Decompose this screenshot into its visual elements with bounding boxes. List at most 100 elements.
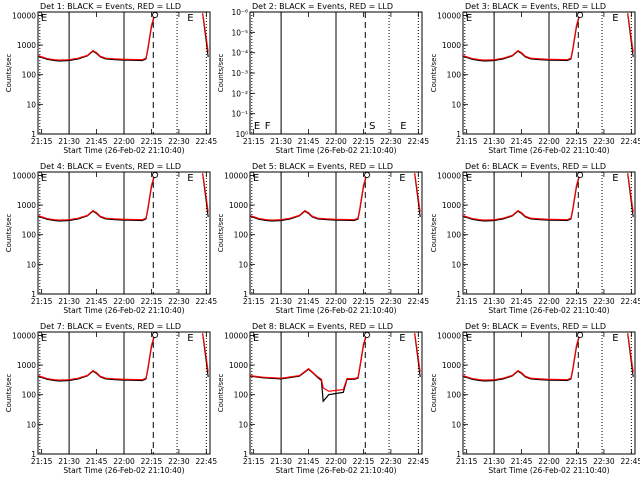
panel-det-4: Det 4: BLACK = Events, RED = LLD 21:15 21:… [5, 162, 217, 315]
event-circle-marker [364, 171, 371, 179]
lld-series-tail [202, 172, 209, 213]
x-tick-label: 21:15 [31, 137, 53, 146]
x-axis-label: Start Time (26-Feb-02 21:10:40) [488, 306, 609, 315]
x-axis-label: Start Time (26-Feb-02 21:10:40) [488, 466, 609, 475]
event-letter-end: E [187, 13, 193, 24]
x-tick-label: 21:45 [511, 297, 533, 306]
lld-series-line [37, 12, 156, 61]
lld-series-line [37, 172, 156, 221]
lld-series-tail [414, 332, 421, 373]
x-axis-label: Start Time (26-Feb-02 21:10:40) [63, 146, 184, 155]
y-tick-label: 100 [447, 231, 462, 240]
x-axis-label: Start Time (26-Feb-02 21:10:40) [275, 146, 396, 155]
y-axis-label: Counts/sec [217, 54, 225, 93]
panel-title: Det 1: BLACK = Events, RED = LLD [40, 2, 181, 11]
x-tick-label: 21:45 [298, 457, 320, 466]
x-tick-label: 22:45 [621, 457, 640, 466]
events-series-line [462, 172, 581, 222]
x-tick-label: 22:45 [196, 457, 218, 466]
events-series-line [462, 332, 581, 382]
event-letter-start: E [41, 13, 47, 24]
y-tick-label: 1000 [17, 41, 36, 50]
x-tick-label: 21:15 [31, 457, 53, 466]
x-tick-label: 21:30 [58, 137, 80, 146]
x-tick-label: 22:30 [168, 137, 190, 146]
y-axis-label: Counts/sec [430, 214, 438, 253]
y-axis-label: Counts/sec [430, 54, 438, 93]
y-axis-label: Counts/sec [5, 54, 13, 93]
y-axis-label: Counts/sec [5, 374, 13, 413]
x-tick-label: 22:30 [380, 297, 402, 306]
event-circle-marker [577, 171, 584, 179]
x-tick-label: 21:30 [483, 457, 505, 466]
y-tick-label: 10000 [12, 171, 36, 180]
x-tick-label: 22:45 [408, 137, 430, 146]
x-tick-label: 22:30 [593, 137, 615, 146]
x-tick-label: 22:00 [538, 137, 560, 146]
y-tick-label: 10 [26, 420, 36, 429]
event-letter-start: E [253, 173, 259, 184]
event-letter-end: E [187, 173, 193, 184]
y-tick-label: 10000 [437, 171, 461, 180]
x-tick-label: 22:15 [141, 137, 163, 146]
y-tick-label: 10 [26, 260, 36, 269]
x-tick-label: 21:45 [86, 137, 108, 146]
y-tick-label: 1000 [229, 361, 248, 370]
x-tick-label: 22:45 [408, 297, 430, 306]
x-tick-label: 21:45 [511, 457, 533, 466]
panel-title: Det 8: BLACK = Events, RED = LLD [252, 322, 393, 331]
x-tick-label: 21:15 [31, 297, 53, 306]
x-tick-label: 21:15 [243, 137, 265, 146]
y-axis-label: Counts/sec [430, 374, 438, 413]
y-axis-label: Counts/sec [217, 214, 225, 253]
x-tick-label: 22:30 [380, 137, 402, 146]
x-tick-label: 22:15 [566, 457, 588, 466]
x-tick-label: 21:30 [270, 297, 292, 306]
y-tick-label: 1 [456, 290, 461, 299]
x-tick-label: 22:00 [325, 137, 347, 146]
x-tick-label: 21:45 [86, 457, 108, 466]
x-tick-label: 21:15 [456, 457, 478, 466]
x-tick-label: 22:30 [168, 457, 190, 466]
lld-series-line [462, 332, 581, 381]
y-tick-label: 100 [234, 391, 249, 400]
x-tick-label: 21:30 [270, 137, 292, 146]
event-letter-end: E [399, 333, 405, 344]
y-tick-label: 10 [238, 260, 248, 269]
x-tick-label: 21:30 [483, 137, 505, 146]
y-tick-label: 10⁻⁶ [231, 8, 248, 17]
x-tick-label: 22:15 [353, 457, 375, 466]
lld-series-tail [414, 172, 421, 213]
y-tick-label: 100 [447, 391, 462, 400]
y-tick-label: 100 [447, 71, 462, 80]
panel-title: Det 2: BLACK = Events, RED = LLD [252, 2, 393, 11]
lld-series-tail [202, 332, 209, 373]
x-tick-label: 21:30 [58, 297, 80, 306]
panel-title: Det 6: BLACK = Events, RED = LLD [465, 162, 606, 171]
x-axis-label: Start Time (26-Feb-02 21:10:40) [275, 466, 396, 475]
event-letter: S [369, 121, 375, 132]
y-tick-label: 10000 [224, 171, 248, 180]
event-letter: E [400, 121, 406, 132]
y-tick-label: 10000 [12, 11, 36, 20]
panel-det-7: Det 7: BLACK = Events, RED = LLD 21:15 21:… [5, 322, 217, 475]
event-letter-start: E [466, 173, 472, 184]
panel-title: Det 4: BLACK = Events, RED = LLD [40, 162, 181, 171]
x-tick-label: 21:15 [243, 457, 265, 466]
y-tick-label: 10000 [12, 331, 36, 340]
y-tick-label: 100 [234, 231, 249, 240]
y-tick-label: 100 [22, 391, 37, 400]
x-tick-label: 21:30 [270, 457, 292, 466]
lld-series-line [249, 332, 368, 392]
event-letter-end: E [612, 173, 618, 184]
event-circle-marker [152, 11, 159, 19]
x-tick-label: 22:30 [593, 297, 615, 306]
y-axis-label: Counts/sec [5, 214, 13, 253]
x-tick-label: 21:30 [58, 457, 80, 466]
lld-series-line [462, 172, 581, 221]
lld-series-line [462, 12, 581, 61]
event-circle-marker [577, 331, 584, 339]
x-tick-label: 21:45 [511, 137, 533, 146]
panel-title: Det 5: BLACK = Events, RED = LLD [252, 162, 393, 171]
y-tick-label: 10000 [224, 331, 248, 340]
